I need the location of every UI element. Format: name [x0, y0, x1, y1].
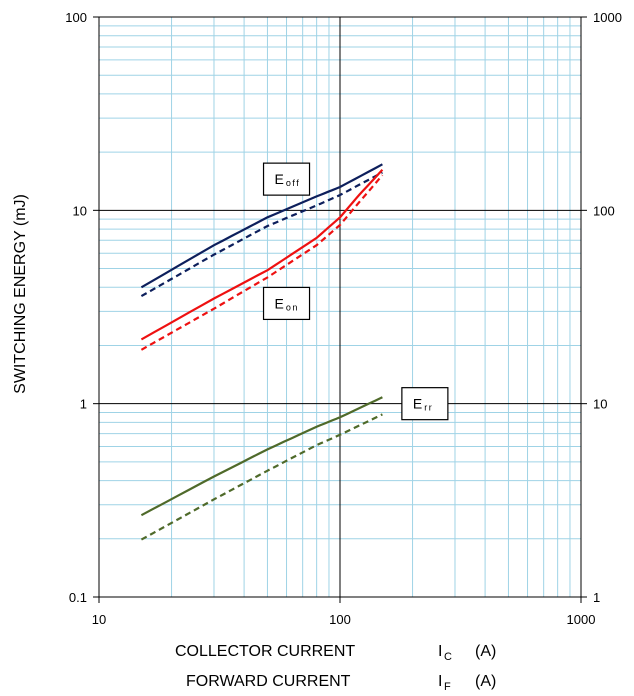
x-label-forward-subscript: F — [444, 681, 451, 693]
tick-labels: 0.1 1 10 100 1 10 100 1000 10 100 1000 — [65, 10, 622, 627]
major-grid — [99, 17, 581, 597]
series-line-e-rr-dashed — [140, 413, 383, 541]
y-tick-label: 10 — [73, 203, 87, 218]
series-line-e-off-solid — [140, 163, 383, 289]
y2-tick-label: 10 — [593, 397, 607, 412]
annotation-box — [401, 387, 449, 421]
x-label-collector-unit: (A) — [475, 643, 496, 660]
series-line-e-off-dashed — [140, 171, 383, 298]
x-tick-label: 100 — [329, 612, 351, 627]
x-label-collector-text: COLLECTOR CURRENT — [175, 643, 355, 660]
annotation-box — [262, 286, 311, 321]
y-tick-label: 100 — [65, 10, 87, 25]
y-tick-label: 1 — [80, 397, 87, 412]
annotation-box — [262, 162, 311, 196]
x-label-collector-subscript: C — [444, 651, 452, 663]
y2-tick-label: 1 — [593, 590, 600, 605]
x-tick-label: 10 — [92, 612, 106, 627]
y-tick-label: 0.1 — [69, 590, 87, 605]
x-label-forward-unit: (A) — [475, 673, 496, 690]
y-axis-label: SWITCHING ENERGY (mJ) — [12, 194, 29, 394]
series-line-e-on-solid — [140, 169, 384, 341]
x-tick-label: 1000 — [567, 612, 596, 627]
series-layer — [140, 163, 384, 541]
x-label-forward-text: FORWARD CURRENT — [186, 673, 351, 690]
x-label-forward-symbol: I — [438, 673, 442, 690]
y2-tick-label: 100 — [593, 203, 615, 218]
tick-marks — [93, 16, 587, 603]
series-line-e-on-dashed — [140, 174, 384, 351]
x-axis-label-collector: COLLECTOR CURRENT I C (A) — [175, 643, 496, 663]
x-axis-label-forward: FORWARD CURRENT I F (A) — [186, 673, 496, 693]
x-label-collector-symbol: I — [438, 643, 442, 660]
y2-tick-label: 1000 — [593, 10, 622, 25]
series-line-e-rr-solid — [140, 396, 383, 517]
